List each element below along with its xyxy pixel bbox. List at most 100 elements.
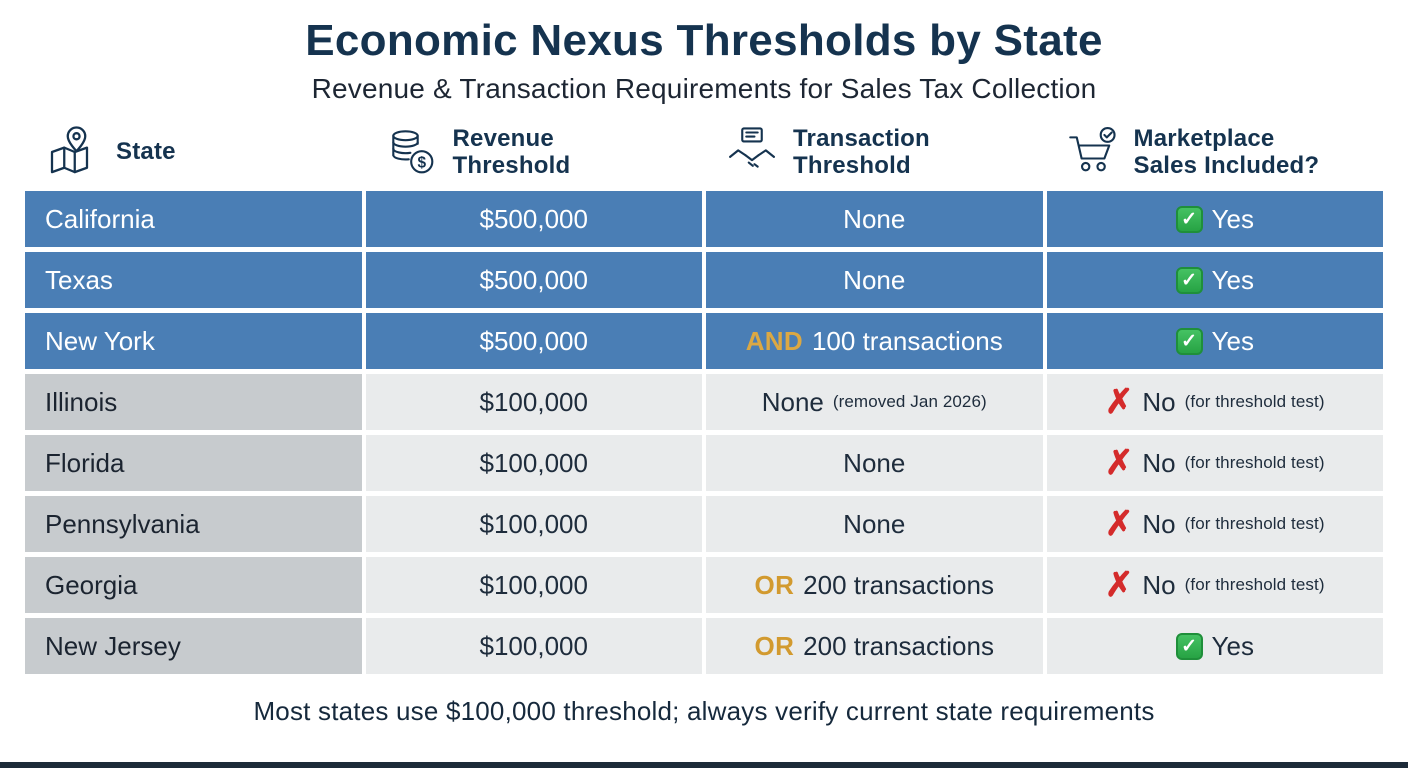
cross-icon: ✗	[1104, 444, 1134, 483]
revenue-value: $100,000	[479, 569, 588, 600]
revenue-cell: $100,000	[365, 435, 702, 492]
state-cell: California	[25, 191, 362, 248]
revenue-cell: $100,000	[365, 557, 702, 614]
table-row: California $500,000 None ✓ Yes	[25, 191, 1383, 248]
revenue-cell: $100,000	[365, 374, 702, 431]
table-row: New York $500,000 AND 100 transactions ✓…	[25, 313, 1383, 370]
state-name: California	[45, 203, 155, 234]
transaction-value: None	[843, 508, 906, 539]
state-cell: Texas	[25, 252, 362, 309]
marketplace-value: No	[1142, 386, 1176, 417]
marketplace-cell: ✗ No (for threshold test)	[1046, 435, 1383, 492]
transaction-cell: AND 100 transactions	[706, 313, 1043, 370]
marketplace-note: (for threshold test)	[1184, 514, 1325, 534]
marketplace-note: (for threshold test)	[1184, 392, 1325, 412]
logic-prefix: OR	[754, 569, 795, 600]
marketplace-cell: ✗ No (for threshold test)	[1046, 557, 1383, 614]
revenue-value: $100,000	[479, 630, 588, 661]
revenue-value: $100,000	[479, 508, 588, 539]
nexus-table: State $ Revenue Threshold	[25, 115, 1383, 675]
transaction-cell: None	[706, 191, 1043, 248]
state-name: Georgia	[45, 569, 138, 600]
marketplace-value: Yes	[1211, 203, 1254, 234]
marketplace-note: (for threshold test)	[1184, 453, 1325, 473]
marketplace-value: Yes	[1211, 264, 1254, 295]
revenue-cell: $100,000	[365, 618, 702, 675]
cross-icon: ✗	[1104, 383, 1134, 422]
state-cell: New York	[25, 313, 362, 370]
column-header-label: Transaction Threshold	[793, 124, 930, 180]
state-cell: Georgia	[25, 557, 362, 614]
transaction-note: (removed Jan 2026)	[832, 392, 987, 412]
column-header-transaction: Transaction Threshold	[706, 125, 1043, 180]
revenue-value: $100,000	[479, 386, 588, 417]
state-name: Florida	[45, 447, 125, 478]
revenue-value: $500,000	[479, 203, 588, 234]
column-header-label: Marketplace Sales Included?	[1133, 124, 1320, 180]
column-header-label: State	[116, 138, 176, 166]
marketplace-cell: ✓ Yes	[1046, 252, 1383, 309]
cross-icon: ✗	[1104, 566, 1134, 605]
column-header-revenue: $ Revenue Threshold	[366, 125, 703, 180]
table-row: Texas $500,000 None ✓ Yes	[25, 252, 1383, 309]
marketplace-value: Yes	[1211, 630, 1254, 661]
table-row: New Jersey $100,000 OR 200 transactions …	[25, 618, 1383, 675]
revenue-value: $500,000	[479, 264, 588, 295]
logic-prefix: AND	[745, 325, 803, 356]
table-row: Pennsylvania $100,000 None ✗ No (for thr…	[25, 496, 1383, 553]
revenue-value: $100,000	[479, 447, 588, 478]
marketplace-note: (for threshold test)	[1184, 575, 1325, 595]
state-name: New York	[45, 325, 155, 356]
table-row: Illinois $100,000 None (removed Jan 2026…	[25, 374, 1383, 431]
transaction-cell: None	[706, 435, 1043, 492]
coins-icon: $	[386, 126, 438, 178]
cross-icon: ✗	[1104, 505, 1134, 544]
marketplace-cell: ✗ No (for threshold test)	[1046, 496, 1383, 553]
page-subtitle: Revenue & Transaction Requirements for S…	[311, 73, 1097, 105]
column-header-label: Revenue Threshold	[452, 124, 571, 180]
state-name: Texas	[45, 264, 113, 295]
marketplace-cell: ✓ Yes	[1046, 191, 1383, 248]
transaction-cell: OR 200 transactions	[706, 618, 1043, 675]
state-cell: Pennsylvania	[25, 496, 362, 553]
revenue-cell: $500,000	[365, 313, 702, 370]
bottom-bar	[0, 762, 1408, 768]
revenue-value: $500,000	[479, 325, 588, 356]
page-title: Economic Nexus Thresholds by State	[305, 16, 1103, 65]
transaction-value: None	[843, 203, 906, 234]
transaction-value: None	[843, 447, 906, 478]
marketplace-value: No	[1142, 447, 1176, 478]
state-cell: New Jersey	[25, 618, 362, 675]
column-header-state: State	[25, 124, 362, 180]
table-row: Florida $100,000 None ✗ No (for threshol…	[25, 435, 1383, 492]
marketplace-cell: ✗ No (for threshold test)	[1046, 374, 1383, 431]
footer-note: Most states use $100,000 threshold; alwa…	[253, 696, 1155, 727]
state-cell: Florida	[25, 435, 362, 492]
table-row: Georgia $100,000 OR 200 transactions ✗ N…	[25, 557, 1383, 614]
transaction-cell: None	[706, 496, 1043, 553]
revenue-cell: $500,000	[365, 252, 702, 309]
transaction-cell: None (removed Jan 2026)	[706, 374, 1043, 431]
cart-check-icon	[1067, 126, 1119, 178]
state-name: Illinois	[45, 386, 118, 417]
map-pin-icon	[45, 124, 101, 180]
table-header-row: State $ Revenue Threshold	[25, 115, 1383, 189]
marketplace-cell: ✓ Yes	[1046, 313, 1383, 370]
transaction-value: 100 transactions	[811, 325, 1003, 356]
transaction-value: 200 transactions	[803, 630, 994, 661]
transaction-cell: OR 200 transactions	[706, 557, 1043, 614]
check-icon: ✓	[1175, 205, 1203, 233]
svg-text:$: $	[417, 155, 426, 172]
state-name: New Jersey	[45, 630, 181, 661]
table-body: California $500,000 None ✓ Yes Texas $50…	[25, 191, 1383, 675]
check-icon: ✓	[1175, 632, 1203, 660]
transaction-cell: None	[706, 252, 1043, 309]
logic-prefix: OR	[754, 630, 795, 661]
marketplace-value: No	[1142, 508, 1176, 539]
handshake-icon	[726, 126, 778, 178]
marketplace-value: Yes	[1211, 325, 1254, 356]
state-name: Pennsylvania	[45, 508, 200, 539]
check-icon: ✓	[1175, 327, 1203, 355]
marketplace-cell: ✓ Yes	[1046, 618, 1383, 675]
